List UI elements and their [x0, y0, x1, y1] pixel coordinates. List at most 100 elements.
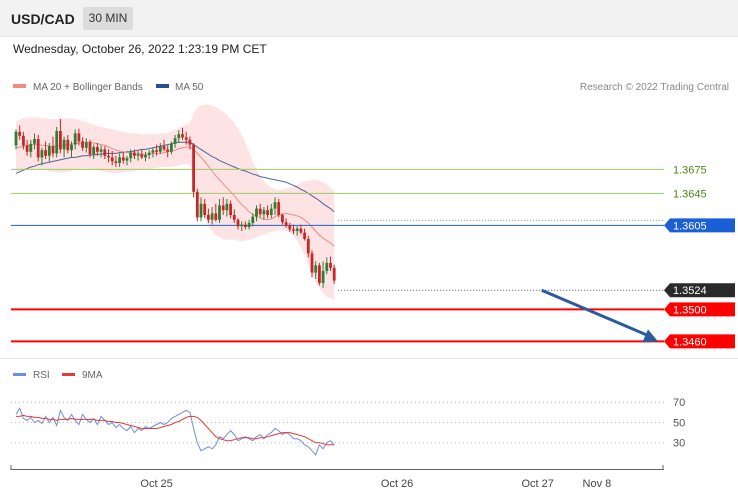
- candle-body: [33, 139, 36, 144]
- candle-body: [232, 215, 236, 220]
- candle-body: [66, 139, 70, 151]
- candle-body: [251, 216, 255, 223]
- candle-body: [310, 253, 314, 273]
- candle-body: [125, 158, 129, 161]
- level-label-1.3460: 1.3460: [673, 336, 707, 348]
- level-label-1.3605: 1.3605: [673, 220, 707, 232]
- candle-body: [214, 213, 218, 220]
- candle-body: [288, 225, 292, 230]
- timeframe-button[interactable]: 30 MIN: [83, 7, 133, 30]
- candle-body: [188, 139, 192, 145]
- candle-body: [14, 131, 18, 146]
- candle-body: [18, 131, 22, 136]
- candle-body: [221, 205, 225, 211]
- candle-body: [110, 157, 114, 162]
- candle-body: [103, 149, 107, 156]
- candle-body: [151, 150, 155, 153]
- candle-body: [118, 157, 121, 163]
- level-tag-1.3524: [664, 283, 735, 298]
- rsi-tick-label: 30: [673, 438, 685, 450]
- chart-datetime: Wednesday, October 26, 2022 1:23:19 PM C…: [13, 42, 267, 56]
- candle-body: [229, 203, 232, 215]
- header-bar: USD/CAD 30 MIN: [0, 0, 738, 37]
- candle-body: [77, 133, 81, 142]
- ma20-legend-label: MA 20 + Bollinger Bands: [33, 82, 143, 93]
- candle-body: [258, 208, 262, 215]
- candle-body: [107, 155, 110, 158]
- bollinger-band: [16, 104, 335, 300]
- candle-body: [84, 142, 88, 148]
- forecast-arrow-layer: [541, 288, 658, 343]
- candle-body: [332, 267, 336, 281]
- candle-body: [158, 146, 162, 152]
- x-tick-label: Nov 8: [583, 478, 612, 490]
- candle-body: [62, 139, 66, 150]
- candle-body: [133, 152, 136, 156]
- candle-body: [266, 210, 269, 215]
- ma50-legend-swatch: [156, 84, 169, 88]
- candle-body: [70, 144, 73, 151]
- candle-body: [299, 228, 303, 233]
- x-tick-label: Oct 27: [521, 478, 553, 490]
- candle-body: [295, 228, 299, 231]
- candle-body: [262, 210, 266, 215]
- candle-body: [244, 224, 247, 227]
- candles-layer: [14, 119, 336, 288]
- candle-body: [273, 202, 277, 209]
- candle-body: [59, 131, 62, 150]
- candle-body: [162, 146, 166, 150]
- candle-body: [329, 263, 332, 268]
- candle-body: [303, 232, 306, 239]
- candle-body: [321, 271, 325, 283]
- candle-body: [177, 134, 181, 139]
- rsi-panel: 70 50 30: [11, 397, 685, 456]
- rsi-ma-legend-swatch: [62, 373, 75, 376]
- candle-body: [136, 154, 140, 156]
- candle-body: [281, 215, 284, 223]
- candle-body: [225, 203, 229, 211]
- candle-body: [184, 137, 188, 140]
- rsi-ma-line: [16, 414, 335, 446]
- candle-body: [207, 215, 210, 220]
- candle-body: [36, 139, 40, 158]
- candle-body: [144, 155, 147, 158]
- candle-body: [318, 265, 321, 283]
- candle-body: [255, 208, 258, 217]
- candle-body: [325, 263, 329, 271]
- x-tick-label: Oct 26: [381, 478, 413, 490]
- ma50-legend-label: MA 50: [175, 82, 204, 93]
- candle-body: [22, 135, 25, 146]
- moving-average-layer: [15, 141, 335, 247]
- candle-body: [29, 143, 33, 152]
- level-tag-1.3605: [664, 218, 735, 233]
- candle-body: [292, 229, 295, 231]
- candle-body: [170, 143, 173, 152]
- level-label-1.3500: 1.3500: [673, 304, 707, 316]
- candle-body: [155, 150, 158, 152]
- x-tick-label: Oct 25: [140, 478, 172, 490]
- candle-body: [40, 150, 44, 158]
- level-label-1.3524: 1.3524: [673, 285, 707, 297]
- rsi-legend-label: RSI: [33, 370, 50, 381]
- candle-body: [55, 131, 59, 154]
- ma20-line: [15, 141, 335, 247]
- ma20-legend-swatch: [13, 84, 26, 88]
- candle-body: [47, 146, 51, 156]
- candle-body: [73, 133, 77, 145]
- forecast-arrow-shaft: [541, 288, 651, 338]
- candle-body: [121, 157, 125, 161]
- candle-body: [51, 146, 55, 154]
- candle-body: [181, 134, 184, 138]
- candle-body: [306, 239, 310, 254]
- candle-body: [25, 145, 29, 152]
- candle-body: [195, 191, 199, 218]
- candle-body: [240, 224, 244, 227]
- level-label-1.3645: 1.3645: [673, 188, 707, 200]
- forecast-arrow-head: [642, 329, 658, 343]
- candle-body: [88, 142, 92, 155]
- candle-body: [96, 147, 99, 152]
- candle-body: [81, 141, 84, 148]
- candle-body: [129, 152, 133, 159]
- rsi-tick-label: 70: [673, 397, 685, 409]
